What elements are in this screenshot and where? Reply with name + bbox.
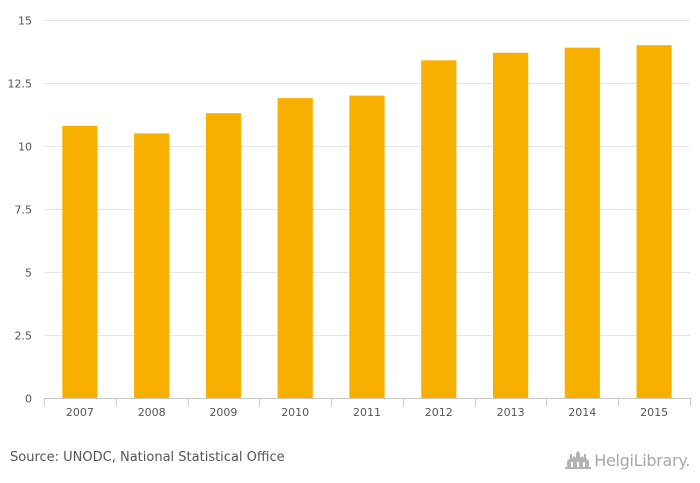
bar-2014[interactable] xyxy=(564,47,600,398)
y-tick-label: 2.5 xyxy=(15,330,33,343)
bars xyxy=(62,45,672,399)
x-tick-label: 2008 xyxy=(138,406,166,419)
bar-2012[interactable] xyxy=(421,60,457,399)
brand-logo[interactable]: HelgiLibrary. xyxy=(565,448,690,472)
bar-2013[interactable] xyxy=(493,52,529,399)
y-axis-ticks: 0 2.5 5 7.5 10 12.5 15 xyxy=(8,15,33,406)
x-tick-label: 2012 xyxy=(425,406,453,419)
x-tick-label: 2010 xyxy=(281,406,309,419)
x-tick-label: 2011 xyxy=(353,406,381,419)
brand-name: HelgiLibrary. xyxy=(594,450,690,470)
bar-2010[interactable] xyxy=(277,98,313,398)
y-tick-label: 5 xyxy=(25,267,32,280)
library-building-icon xyxy=(565,451,592,469)
bar-2008[interactable] xyxy=(134,133,170,398)
bar-2011[interactable] xyxy=(349,95,385,398)
x-tick-label: 2015 xyxy=(640,406,668,419)
bar-chart: 0 2.5 5 7.5 10 12.5 15 2007 2008 2009 2010 2011 201… xyxy=(8,15,691,419)
x-axis-ticks: 2007 2008 2009 2010 2011 2012 2013 2014 2015 xyxy=(44,398,691,419)
y-tick-label: 15 xyxy=(18,15,32,28)
bar-2009[interactable] xyxy=(205,113,242,398)
source-note: Source: UNODC, National Statistical Offi… xyxy=(10,450,285,465)
x-tick-label: 2009 xyxy=(209,406,237,419)
y-tick-label: 10 xyxy=(18,141,32,154)
y-tick-label: 7.5 xyxy=(15,204,33,217)
chart-footer: Source: UNODC, National Statistical Offi… xyxy=(0,440,700,483)
x-tick-label: 2014 xyxy=(568,406,596,419)
y-tick-label: 0 xyxy=(25,393,32,406)
y-tick-label: 12.5 xyxy=(8,78,33,91)
bar-2007[interactable] xyxy=(62,125,98,399)
bar-2015[interactable] xyxy=(636,45,672,398)
x-tick-label: 2007 xyxy=(66,406,94,419)
x-tick-label: 2013 xyxy=(497,406,525,419)
